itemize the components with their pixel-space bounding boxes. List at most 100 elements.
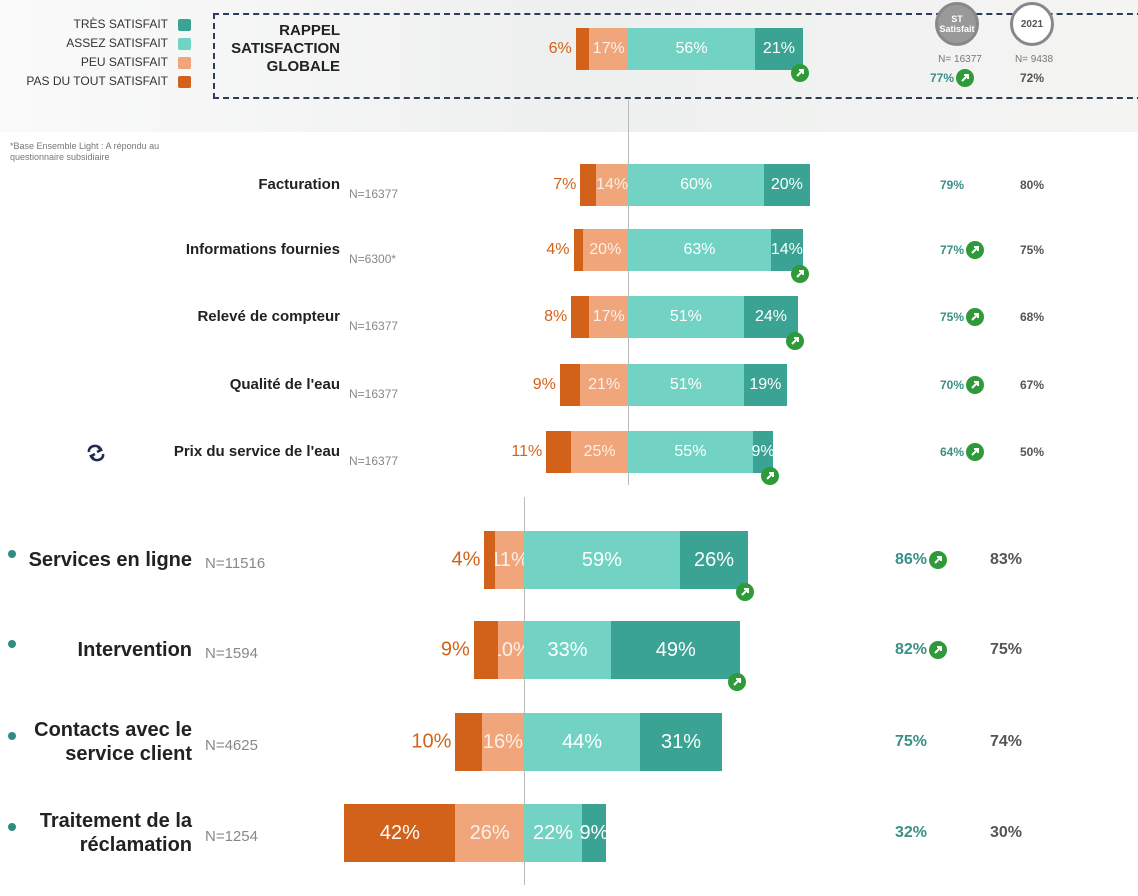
value-label: 6% — [512, 40, 572, 58]
n-label: N=16377 — [349, 387, 398, 401]
satisfied-n: N= 16377 — [930, 54, 990, 65]
trend-up-icon — [929, 641, 947, 659]
footnote: *Base Ensemble Light : A répondu au ques… — [10, 141, 190, 163]
value-label: 26% — [455, 804, 524, 862]
category-label: Facturation — [90, 176, 340, 194]
value-label: 22% — [524, 804, 582, 862]
value-label: 9% — [410, 639, 470, 662]
satisfied-value: 79% — [940, 178, 964, 192]
prior-value: 75% — [1020, 243, 1044, 257]
n-label: N=1594 — [205, 645, 258, 662]
prior-value: 67% — [1020, 378, 1044, 392]
bar-segment — [484, 531, 495, 589]
n-label: N=4625 — [205, 737, 258, 754]
n-label: N=16377 — [349, 319, 398, 333]
value-label: 59% — [524, 531, 680, 589]
satisfied-value: 86% — [895, 551, 927, 569]
value-label: 51% — [628, 296, 744, 338]
trend-up-icon — [929, 551, 947, 569]
row-dot — [8, 732, 16, 740]
row-dot — [8, 823, 16, 831]
value-label: 4% — [510, 241, 570, 259]
row-dot — [8, 550, 16, 558]
value-label: 10% — [498, 621, 524, 679]
value-label: 60% — [628, 164, 764, 206]
trend-up-icon — [791, 265, 809, 283]
satisfied-value: 64% — [940, 445, 964, 459]
value-label: 11% — [495, 531, 524, 589]
value-label: 4% — [420, 549, 480, 572]
satisfied-value: 82% — [895, 641, 927, 659]
value-label: 19% — [744, 364, 787, 406]
prior-value: 83% — [990, 551, 1022, 569]
category-label: Services en ligne — [2, 548, 192, 572]
prior-value: 72% — [1020, 71, 1044, 85]
satisfied-value: 77% — [940, 243, 964, 257]
satisfied-value: 75% — [895, 733, 927, 751]
category-label: Prix du service de l'eau — [90, 443, 340, 461]
n-label: N=16377 — [349, 187, 398, 201]
value-label: 17% — [589, 28, 628, 70]
trend-up-icon — [786, 332, 804, 350]
value-label: 8% — [507, 308, 567, 326]
prior-n: N= 9438 — [1004, 54, 1064, 65]
trend-up-icon — [966, 376, 984, 394]
trend-up-icon — [761, 467, 779, 485]
value-label: 9% — [496, 376, 556, 394]
satisfied-value: 77% — [930, 71, 954, 85]
satisfied-value: 32% — [895, 824, 927, 842]
value-label: 20% — [583, 229, 628, 271]
value-label: 14% — [596, 164, 628, 206]
center-line — [628, 100, 629, 485]
category-label: RAPPEL SATISFACTION GLOBALE — [215, 22, 340, 76]
satisfied-value: 75% — [940, 310, 964, 324]
bar-segment — [571, 296, 589, 338]
legend-swatch — [178, 57, 191, 69]
n-label: N=1254 — [205, 828, 258, 845]
category-label: Intervention — [2, 638, 192, 662]
n-label: N=16377 — [349, 454, 398, 468]
legend-swatch — [178, 76, 191, 88]
row-dot — [8, 640, 16, 648]
category-label: Traitement de la réclamation — [2, 809, 192, 857]
category-label: Relevé de compteur — [90, 308, 340, 326]
prior-value: 75% — [990, 641, 1022, 659]
value-label: 56% — [628, 28, 755, 70]
legend-swatch — [178, 19, 191, 31]
satisfied-header: ST Satisfait — [935, 2, 979, 46]
trend-up-icon — [966, 241, 984, 259]
bar-segment — [455, 713, 481, 771]
bar-segment — [580, 164, 596, 206]
legend-label: PAS DU TOUT SATISFAIT — [0, 74, 168, 88]
value-label: 16% — [482, 713, 524, 771]
legend-swatch — [178, 38, 191, 50]
value-label: 49% — [611, 621, 740, 679]
category-label: Informations fournies — [90, 241, 340, 259]
prior-value: 68% — [1020, 310, 1044, 324]
value-label: 55% — [628, 431, 753, 473]
trend-up-icon — [736, 583, 754, 601]
n-label: N=6300* — [349, 252, 396, 266]
value-label: 33% — [524, 621, 611, 679]
bar-segment — [474, 621, 498, 679]
prior-value: 50% — [1020, 445, 1044, 459]
category-label: Contacts avec le service client — [2, 718, 192, 766]
prior-value: 74% — [990, 733, 1022, 751]
prior-value: 30% — [990, 824, 1022, 842]
value-label: 51% — [628, 364, 744, 406]
prior-value: 80% — [1020, 178, 1044, 192]
value-label: 25% — [571, 431, 628, 473]
legend-label: TRÈS SATISFAIT — [0, 17, 168, 31]
category-label: Qualité de l'eau — [90, 376, 340, 394]
satisfied-value: 70% — [940, 378, 964, 392]
value-label: 17% — [589, 296, 628, 338]
trend-up-icon — [956, 69, 974, 87]
value-label: 21% — [580, 364, 628, 406]
value-label: 9% — [582, 804, 606, 862]
value-label: 7% — [516, 176, 576, 194]
value-label: 42% — [344, 804, 455, 862]
bar-segment — [576, 28, 590, 70]
trend-up-icon — [966, 443, 984, 461]
bar-segment — [546, 431, 571, 473]
value-label: 11% — [482, 443, 542, 461]
